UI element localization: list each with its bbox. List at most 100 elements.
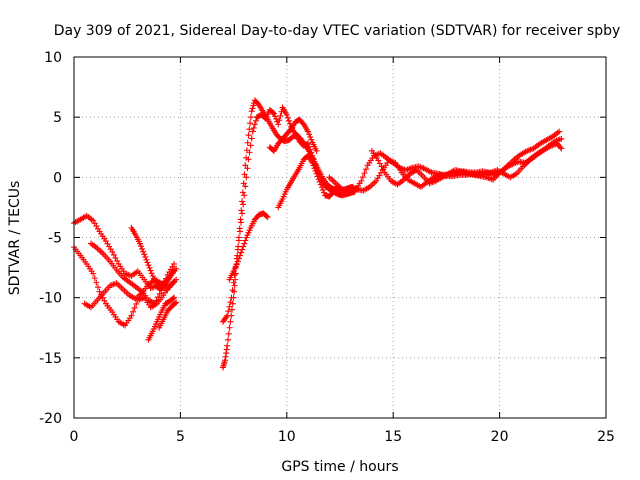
data-point <box>276 117 283 124</box>
data-point <box>244 139 251 146</box>
data-point <box>226 303 233 310</box>
data-point <box>248 108 255 115</box>
data-point <box>309 159 316 166</box>
x-tick-label: 20 <box>491 429 509 445</box>
data-point <box>136 240 143 247</box>
data-point <box>315 176 322 183</box>
data-point <box>171 279 178 286</box>
data-point <box>224 342 231 349</box>
data-point <box>142 254 149 261</box>
data-point <box>225 336 232 343</box>
data-point <box>375 157 382 164</box>
data-point <box>272 113 279 120</box>
data-point <box>128 312 135 319</box>
x-tick-label: 5 <box>176 429 185 445</box>
data-point <box>363 166 370 173</box>
data-point <box>307 146 314 153</box>
data-point <box>240 180 247 187</box>
data-point <box>317 181 324 188</box>
y-tick-label: -20 <box>39 411 62 427</box>
data-point <box>248 135 255 142</box>
data-point <box>250 102 257 109</box>
data-point <box>145 262 152 269</box>
data-point <box>141 251 148 258</box>
data-point <box>358 177 365 184</box>
data-point <box>241 171 248 178</box>
data-point <box>239 189 246 196</box>
series-track-6 <box>145 294 178 343</box>
data-point <box>236 252 243 259</box>
y-tick-label: 0 <box>53 170 62 186</box>
data-point <box>171 266 178 273</box>
data-point <box>244 165 251 172</box>
data-point <box>152 281 159 288</box>
data-point <box>305 140 312 147</box>
data-point <box>173 299 180 306</box>
data-point <box>150 275 157 282</box>
data-point <box>236 228 243 235</box>
data-point <box>240 201 247 208</box>
data-point <box>556 128 563 135</box>
data-point <box>240 243 247 250</box>
data-point <box>242 183 249 190</box>
data-point <box>249 105 256 112</box>
data-point <box>318 184 325 191</box>
y-tick-label: -15 <box>39 351 62 367</box>
y-tick-label: 5 <box>53 110 62 126</box>
x-tick-label: 0 <box>70 429 79 445</box>
data-point <box>91 275 98 282</box>
grid-lines <box>74 57 606 418</box>
data-point <box>380 166 387 173</box>
series-track-12 <box>275 152 341 211</box>
data-point <box>238 219 245 226</box>
y-axis-label: SDTVAR / TECUs <box>7 181 23 296</box>
data-point <box>131 304 138 311</box>
y-tick-label: -5 <box>48 231 62 247</box>
x-tick-label: 25 <box>597 429 615 445</box>
data-point <box>321 189 328 196</box>
data-point <box>376 160 383 167</box>
data-point <box>235 237 242 244</box>
chart-title: Day 309 of 2021, Sidereal Day-to-day VTE… <box>54 23 621 39</box>
data-point <box>557 144 564 151</box>
data-point <box>255 100 262 107</box>
data-point <box>101 297 108 304</box>
data-point <box>144 259 151 266</box>
data-point <box>252 117 259 124</box>
data-point <box>299 120 306 127</box>
data-point <box>156 290 163 297</box>
data-point <box>263 213 270 220</box>
data-point <box>225 330 232 337</box>
y-tick-label: -10 <box>39 291 62 307</box>
data-point <box>273 115 280 122</box>
data-point <box>313 170 320 177</box>
data-point <box>558 145 565 152</box>
data-point <box>226 324 233 331</box>
data-point <box>235 255 242 262</box>
series-track-5 <box>128 224 178 293</box>
data-point <box>250 124 257 131</box>
data-point <box>227 318 234 325</box>
data-point <box>269 109 276 116</box>
series-track-7 <box>156 299 180 331</box>
data-point <box>245 156 252 163</box>
data-point <box>94 284 101 291</box>
data-point <box>283 111 290 118</box>
data-point <box>149 273 156 280</box>
data-point <box>114 257 121 264</box>
y-tick-label: 10 <box>44 50 62 66</box>
data-points <box>71 97 565 371</box>
data-point <box>231 282 238 289</box>
data-point <box>313 147 320 154</box>
data-point <box>242 237 249 244</box>
data-point <box>247 120 254 127</box>
data-point <box>241 240 248 247</box>
data-point <box>251 121 258 128</box>
data-point <box>306 131 313 138</box>
data-point <box>161 282 168 289</box>
data-point <box>306 143 313 150</box>
data-point <box>378 163 385 170</box>
data-point <box>319 186 326 193</box>
data-point <box>138 243 145 250</box>
